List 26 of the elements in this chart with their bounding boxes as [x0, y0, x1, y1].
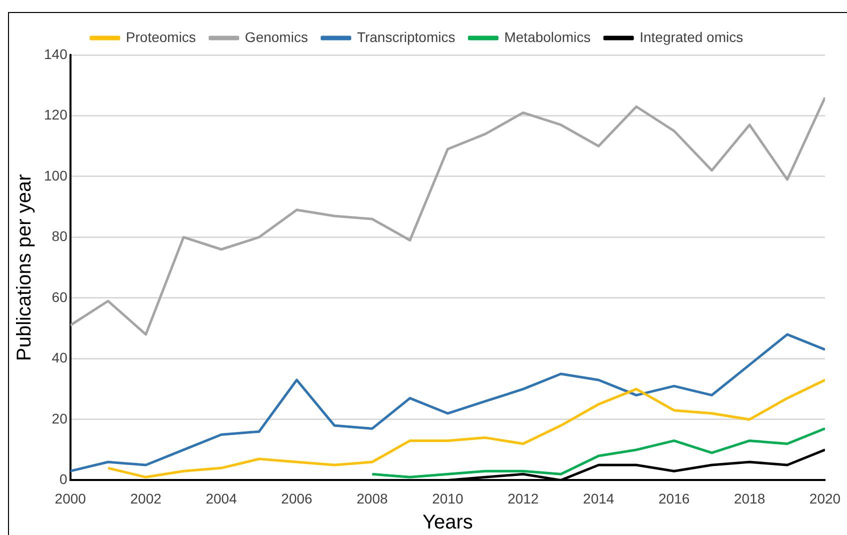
- y-tick-label: 20: [52, 410, 68, 426]
- x-tick-label: 2010: [432, 490, 464, 506]
- legend-label: Genomics: [244, 28, 308, 45]
- legend-label: Proteomics: [126, 28, 196, 45]
- x-tick-label: 2014: [583, 490, 614, 506]
- y-tick-label: 120: [44, 106, 68, 123]
- x-tick-label: 2004: [206, 490, 238, 506]
- x-tick-label: 2008: [356, 490, 388, 506]
- x-tick-label: 2020: [809, 490, 841, 506]
- y-tick-label: 80: [52, 228, 68, 244]
- y-tick-label: 0: [60, 471, 68, 488]
- y-tick-label: 140: [44, 46, 68, 62]
- y-tick-label: 100: [44, 167, 68, 184]
- x-tick-label: 2000: [54, 490, 86, 506]
- legend-label: Integrated omics: [640, 28, 744, 45]
- y-tick-label: 40: [52, 350, 68, 366]
- legend-label: Transcriptomics: [356, 28, 456, 45]
- x-tick-label: 2018: [734, 490, 766, 506]
- x-tick-label: 2016: [658, 490, 690, 506]
- y-tick-label: 60: [52, 288, 68, 305]
- legend-label: Metabolomics: [504, 28, 591, 45]
- x-tick-label: 2006: [281, 490, 313, 506]
- y-axis-title: Publications per year: [14, 174, 36, 361]
- x-tick-label: 2002: [130, 490, 162, 506]
- x-axis-title: Years: [422, 512, 473, 534]
- x-tick-label: 2012: [508, 490, 539, 506]
